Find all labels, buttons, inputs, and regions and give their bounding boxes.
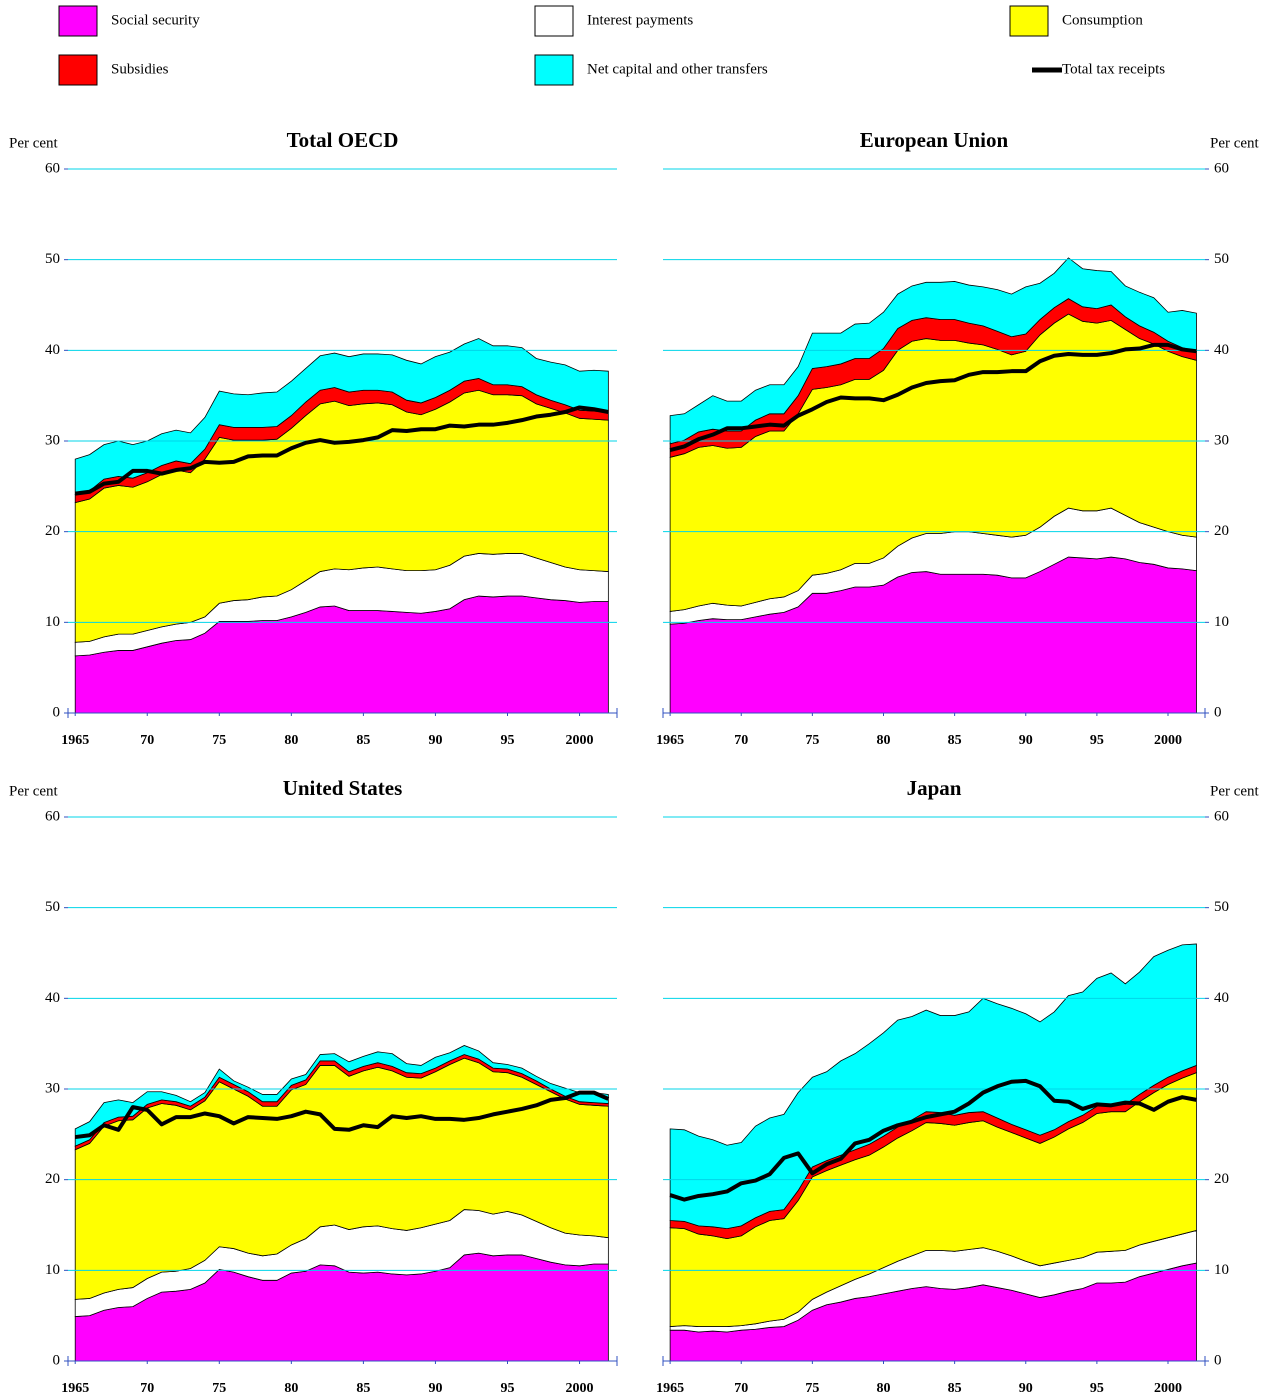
x-tick-label: 90	[1019, 1381, 1033, 1396]
x-tick-label: 80	[876, 1381, 890, 1396]
legend-label: Net capital and other transfers	[587, 61, 768, 77]
chart-title: European Union	[860, 128, 1009, 152]
x-tick-label: 1965	[61, 1381, 89, 1396]
y-axis-label: Per cent	[1210, 783, 1260, 799]
y-tick-label: 50	[1214, 251, 1229, 267]
tax-line	[74, 1090, 610, 1140]
x-tick-label: 80	[284, 1381, 298, 1396]
tax-line	[74, 405, 609, 496]
y-tick-label: 20	[45, 1171, 60, 1187]
y-tick-label: 0	[1214, 704, 1222, 720]
x-tick-label: 1965	[656, 733, 684, 748]
x-tick-label: 95	[500, 1381, 514, 1396]
y-tick-label: 10	[1214, 1262, 1229, 1278]
y-tick-label: 10	[45, 614, 60, 630]
y-tick-label: 20	[1214, 523, 1229, 539]
legend-label: Interest payments	[587, 12, 693, 28]
x-tick-label: 85	[948, 733, 962, 748]
y-axis-label: Per cent	[9, 783, 59, 799]
y-tick-label: 60	[1214, 160, 1229, 176]
y-tick-label: 60	[1214, 808, 1229, 824]
x-tick-label: 75	[805, 1381, 819, 1396]
x-tick-label: 85	[948, 1381, 962, 1396]
y-tick-label: 30	[45, 1080, 60, 1096]
y-tick-label: 30	[45, 432, 60, 448]
x-tick-label: 75	[805, 733, 819, 748]
x-tick-label: 2000	[1154, 733, 1182, 748]
x-tick-label: 85	[356, 1381, 370, 1396]
y-tick-label: 20	[1214, 1171, 1229, 1187]
x-tick-label: 90	[1019, 733, 1033, 748]
tax-line	[669, 1078, 1197, 1202]
x-tick-label: 80	[876, 733, 890, 748]
y-tick-label: 40	[45, 342, 60, 358]
x-tick-label: 2000	[566, 1381, 594, 1396]
legend-label: Social security	[111, 12, 200, 28]
tax-line	[669, 342, 1197, 453]
x-tick-label: 90	[428, 1381, 442, 1396]
x-tick-label: 2000	[1154, 1381, 1182, 1396]
y-tick-label: 30	[1214, 432, 1229, 448]
legend-label: Subsidies	[111, 61, 169, 77]
legend-swatch	[58, 54, 98, 86]
chart-title: Japan	[907, 776, 962, 800]
x-tick-label: 70	[140, 1381, 154, 1396]
x-tick-label: 70	[734, 1381, 748, 1396]
x-tick-label: 1965	[61, 733, 89, 748]
y-tick-label: 60	[45, 808, 60, 824]
y-tick-label: 20	[45, 523, 60, 539]
x-tick-label: 80	[284, 733, 298, 748]
y-tick-label: 50	[45, 251, 60, 267]
y-tick-label: 50	[45, 899, 60, 915]
x-tick-label: 90	[428, 733, 442, 748]
legend-swatch	[534, 54, 574, 86]
y-tick-label: 40	[1214, 342, 1229, 358]
y-tick-label: 10	[1214, 614, 1229, 630]
y-tick-label: 0	[53, 1352, 61, 1368]
legend-label: Total tax receipts	[1062, 61, 1165, 77]
x-tick-label: 75	[212, 1381, 226, 1396]
legend-swatch	[534, 5, 574, 37]
y-axis-label: Per cent	[1210, 135, 1260, 151]
legend-swatch	[58, 5, 98, 37]
y-tick-label: 30	[1214, 1080, 1229, 1096]
y-tick-label: 0	[53, 704, 61, 720]
x-tick-label: 70	[734, 733, 748, 748]
x-tick-label: 75	[212, 733, 226, 748]
x-tick-label: 95	[1090, 733, 1104, 748]
legend-label: Consumption	[1062, 12, 1143, 28]
x-tick-label: 70	[140, 733, 154, 748]
y-tick-label: 50	[1214, 899, 1229, 915]
y-tick-label: 60	[45, 160, 60, 176]
x-tick-label: 95	[1090, 1381, 1104, 1396]
y-tick-label: 40	[45, 990, 60, 1006]
x-tick-label: 85	[356, 733, 370, 748]
y-tick-label: 0	[1214, 1352, 1222, 1368]
legend-swatch	[1009, 5, 1049, 37]
chart-title: Total OECD	[287, 128, 399, 152]
y-tick-label: 10	[45, 1262, 60, 1278]
chart-title: United States	[283, 776, 403, 800]
x-tick-label: 2000	[566, 733, 594, 748]
x-tick-label: 1965	[656, 1381, 684, 1396]
y-axis-label: Per cent	[9, 135, 59, 151]
y-tick-label: 40	[1214, 990, 1229, 1006]
x-tick-label: 95	[500, 733, 514, 748]
